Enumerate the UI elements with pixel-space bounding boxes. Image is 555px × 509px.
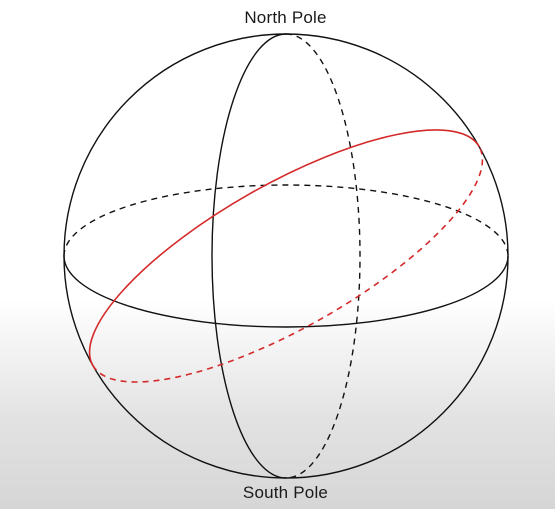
meridian-back-arc — [285, 33, 361, 479]
equator-front-arc — [63, 255, 509, 328]
equator-back-arc — [63, 184, 509, 257]
tilted-circle-front-arc — [88, 129, 480, 366]
tilted-circle-back-arc — [92, 146, 484, 383]
north-pole-label: North Pole — [244, 8, 327, 27]
sphere-outline — [63, 33, 509, 479]
meridian-front-arc — [211, 33, 287, 479]
south-pole-label: South Pole — [242, 483, 329, 502]
